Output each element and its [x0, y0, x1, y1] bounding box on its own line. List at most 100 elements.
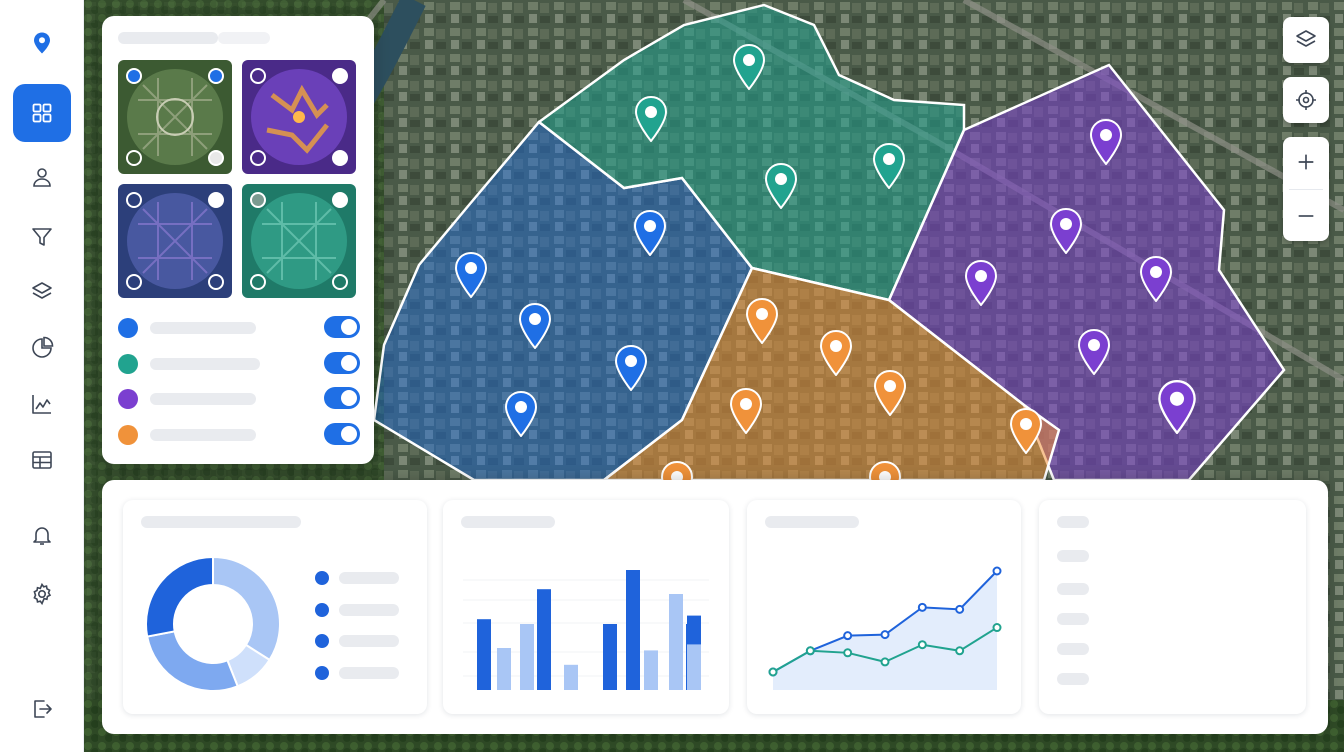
bell-icon [33, 527, 51, 545]
zone-orange[interactable] [600, 266, 1061, 482]
bar-series-2[interactable] [669, 594, 683, 690]
nav-analytics[interactable] [13, 319, 71, 377]
line-point-series-1[interactable] [992, 566, 1002, 576]
map-marker[interactable] [1009, 408, 1043, 454]
donut-slice[interactable] [145, 555, 214, 638]
bar-series-1[interactable] [477, 619, 491, 690]
basemap-option-heatmap[interactable] [242, 60, 356, 174]
map-marker[interactable] [872, 143, 906, 189]
nav-settings[interactable] [13, 565, 71, 623]
layer-toggle[interactable] [324, 352, 360, 374]
layer-toggle[interactable] [324, 423, 360, 445]
basemap-option-blue[interactable] [118, 184, 232, 298]
line-area-fill [773, 571, 997, 690]
radio-indicator [250, 192, 266, 208]
bar-series-2[interactable] [687, 644, 701, 690]
list-item-placeholder [1057, 673, 1089, 685]
locate-button[interactable] [1283, 77, 1329, 123]
nav-layers[interactable] [13, 263, 71, 321]
layer-toggle[interactable] [324, 387, 360, 409]
map-marker[interactable] [633, 210, 667, 256]
map-pin-icon [34, 32, 50, 54]
nav-dashboard[interactable] [13, 84, 71, 142]
line-chart [768, 566, 1002, 690]
map-marker[interactable] [504, 391, 538, 437]
nav-users[interactable] [13, 148, 71, 206]
map-marker[interactable] [729, 388, 763, 434]
radio-indicator [332, 192, 348, 208]
nav-trends[interactable] [13, 375, 71, 433]
table-icon [32, 451, 52, 469]
map-marker[interactable] [819, 330, 853, 376]
radio-indicator [332, 274, 348, 290]
layer-label-placeholder [150, 429, 256, 441]
map-marker[interactable] [518, 303, 552, 349]
zone-teal[interactable] [536, 3, 966, 302]
line-point-series-1[interactable] [955, 604, 965, 614]
zoom-in-button[interactable] [1283, 137, 1329, 187]
bar-series-2[interactable] [564, 664, 578, 690]
line-point-series-2[interactable] [880, 657, 890, 667]
bar-series-2[interactable] [644, 650, 658, 690]
layer-toggle[interactable] [324, 316, 360, 338]
layer-label-placeholder [150, 393, 256, 405]
line-point-series-2[interactable] [768, 667, 778, 677]
bar-series-1[interactable] [537, 589, 551, 690]
app-logo[interactable] [13, 14, 71, 72]
radio-indicator [126, 68, 142, 84]
map-marker[interactable] [614, 345, 648, 391]
line-point-series-2[interactable] [843, 648, 853, 658]
analytics-dashboard [102, 480, 1328, 734]
line-point-series-2[interactable] [805, 646, 815, 656]
map-marker[interactable] [454, 252, 488, 298]
panel-title-placeholder [118, 32, 218, 44]
bar-series-1[interactable] [603, 624, 617, 690]
card-title-placeholder [1057, 516, 1089, 528]
map-marker[interactable] [873, 370, 907, 416]
settings-icon [33, 582, 52, 606]
map-marker[interactable] [732, 44, 766, 90]
map-marker[interactable] [745, 298, 779, 344]
nav-table[interactable] [13, 431, 71, 489]
layer-color-dot [118, 389, 138, 409]
map-marker[interactable] [634, 96, 668, 142]
layer-panel [102, 16, 374, 464]
bar-series-1[interactable] [626, 570, 640, 690]
radio-indicator [250, 274, 266, 290]
nav-logout[interactable] [13, 680, 71, 738]
radio-indicator [208, 150, 224, 166]
filter-icon [32, 228, 52, 246]
layer-row-teal [118, 352, 360, 376]
nav-notifications[interactable] [13, 506, 71, 564]
donut-slice[interactable] [146, 630, 239, 692]
map-marker[interactable] [1089, 119, 1123, 165]
nav-filter[interactable] [13, 208, 71, 266]
radio-indicator [332, 150, 348, 166]
line-point-series-1[interactable] [843, 631, 853, 641]
zoom-out-icon [1298, 215, 1314, 217]
donut-chart-card [123, 500, 427, 714]
map-marker-selected[interactable] [1157, 380, 1197, 434]
map-marker[interactable] [764, 163, 798, 209]
radio-indicator [332, 68, 348, 84]
map-marker[interactable] [1077, 329, 1111, 375]
basemap-option-teal[interactable] [242, 184, 356, 298]
bar-series-2[interactable] [520, 624, 534, 690]
zoom-out-button[interactable] [1283, 191, 1329, 241]
map-marker[interactable] [964, 260, 998, 306]
line-point-series-1[interactable] [917, 602, 927, 612]
layer-label-placeholder [150, 322, 256, 334]
map-marker[interactable] [1139, 256, 1173, 302]
map-marker[interactable] [1049, 208, 1083, 254]
bar-series-2[interactable] [497, 648, 511, 690]
layers-icon [32, 282, 52, 299]
line-point-series-1[interactable] [880, 630, 890, 640]
zoom-divider [1289, 189, 1323, 190]
line-chart-card [747, 500, 1021, 714]
bar-chart [463, 570, 709, 690]
basemap-layers-button[interactable] [1283, 17, 1329, 63]
line-point-series-2[interactable] [992, 623, 1002, 633]
line-point-series-2[interactable] [955, 646, 965, 656]
basemap-option-satellite[interactable] [118, 60, 232, 174]
line-point-series-2[interactable] [917, 640, 927, 650]
